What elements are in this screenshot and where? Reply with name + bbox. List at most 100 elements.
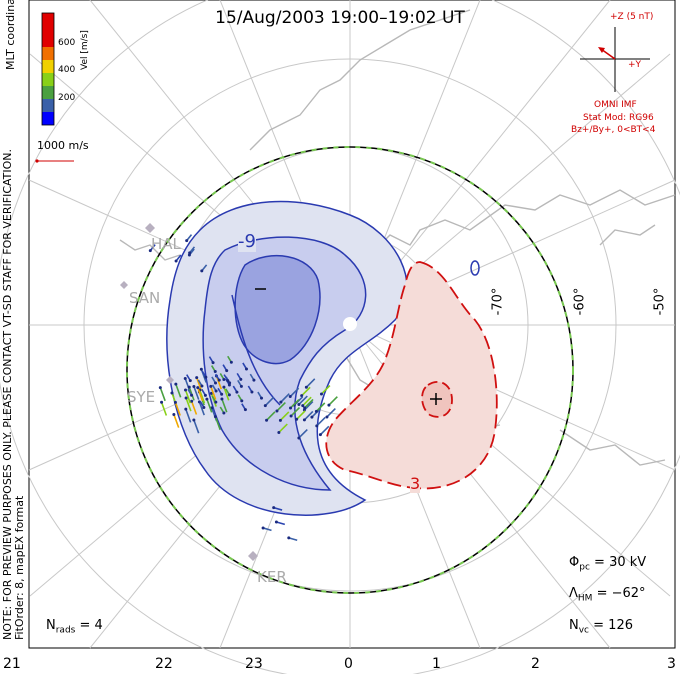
velocity-vector-origin-74 — [310, 415, 314, 419]
velocity-vector-65 — [289, 387, 300, 398]
velocity-vector-62 — [264, 396, 275, 407]
mlt-label-2: 2 — [531, 656, 540, 672]
velocity-vector-25 — [184, 389, 192, 404]
velocity-vector-origin-1 — [184, 396, 188, 400]
velocity-vector-origin-91 — [261, 526, 265, 530]
velocity-vector-origin-25 — [184, 388, 188, 392]
imf-stat-mod: Stat Mod: RG96 — [583, 113, 654, 123]
velocity-vector-origin-76 — [319, 392, 323, 396]
velocity-vector-origin-36 — [250, 390, 254, 394]
mlt-label-3: 3 — [667, 656, 676, 672]
velocity-vector-10 — [196, 387, 204, 402]
velocity-vector-13 — [223, 386, 230, 401]
station-ker: KER — [257, 568, 287, 586]
hm-boundary-dash — [126, 146, 574, 594]
velocity-vector-68 — [302, 396, 312, 407]
imf-source: OMNI IMF — [594, 100, 637, 110]
velocity-vector-12 — [175, 383, 182, 398]
lat-label-50: -50° — [652, 287, 668, 316]
negative-contour-label: -9 — [238, 231, 256, 252]
velocity-vector-1 — [185, 397, 192, 412]
velocity-vector-80 — [279, 411, 290, 421]
velocity-vector-origin-35 — [213, 370, 217, 374]
velocity-vector-5 — [198, 389, 206, 404]
velocity-vector-origin-6 — [190, 399, 194, 403]
velocity-vector-69 — [303, 410, 314, 421]
velocity-vector-origin-85 — [174, 259, 178, 263]
velocity-vector-70 — [280, 393, 290, 403]
velocity-vector-origin-80 — [278, 418, 282, 422]
velocity-vector-origin-9 — [160, 400, 164, 404]
velocity-vector-origin-60 — [300, 394, 304, 398]
velocity-vector-origin-79 — [314, 409, 318, 413]
velocity-vector-origin-13 — [222, 385, 226, 389]
radar-stations — [120, 223, 258, 561]
mlt-label-23: 23 — [245, 656, 263, 672]
velocity-vector-origin-72 — [277, 430, 281, 434]
velocity-vector-origin-4 — [158, 386, 162, 390]
velocity-vector-origin-82 — [318, 433, 322, 437]
lat-label-60: -60° — [572, 287, 588, 316]
stat-lambda-hm: ΛHM = −62° — [569, 586, 646, 604]
velocity-vector-71 — [328, 396, 338, 406]
velocity-vector-74 — [311, 408, 321, 418]
velocity-vector-origin-73 — [297, 402, 301, 406]
velocity-vector-origin-64 — [295, 417, 299, 421]
velocity-vector-origin-22 — [173, 400, 177, 404]
velocity-vector-14 — [173, 414, 180, 428]
velocity-vector-origin-26 — [209, 384, 213, 388]
negative-potential-cell — [166, 200, 480, 516]
velocity-vector-origin-10 — [196, 386, 200, 390]
velocity-vector-origin-93 — [287, 536, 291, 540]
velocity-vector-82 — [319, 425, 330, 436]
positive-potential-cell — [325, 261, 498, 490]
velocity-vector-origin-7 — [183, 377, 187, 381]
velocity-vector-origin-84 — [187, 253, 191, 257]
velocity-vector-60 — [301, 386, 311, 397]
velocity-vector-origin-53 — [214, 381, 218, 385]
imf-y-label: +Y — [628, 60, 642, 70]
velocity-vector-origin-15 — [192, 384, 196, 388]
vector-scale — [35, 159, 74, 163]
side-note: NOTE: FOR PREVIEW PURPOSES ONLY. PLEASE … — [1, 40, 26, 640]
velocity-vector-origin-55 — [214, 400, 218, 404]
velocity-vector-origin-54 — [239, 377, 243, 381]
velocity-vector-origin-49 — [239, 384, 243, 388]
velocity-vector-origin-19 — [192, 418, 196, 422]
velocity-vector-origin-63 — [303, 406, 307, 410]
velocity-vector-origin-58 — [302, 408, 306, 412]
velocity-vector-61 — [316, 416, 326, 427]
velocity-vector-origin-33 — [228, 381, 232, 385]
imf-clock — [580, 27, 650, 92]
velocity-vector-4 — [159, 387, 166, 402]
velocity-vector-9 — [160, 401, 168, 416]
velocity-vector-67 — [265, 411, 276, 421]
velocity-vector-origin-51 — [229, 360, 233, 364]
velocity-vector-origin-31 — [240, 399, 244, 403]
imf-z-label: +Z (5 nT) — [610, 12, 654, 22]
colorbar-tick-600: 600 — [58, 38, 76, 48]
velocity-vector-origin-48 — [217, 378, 221, 382]
velocity-vector-origin-52 — [243, 408, 247, 412]
velocity-vector-16 — [206, 398, 213, 413]
velocity-vector-origin-45 — [200, 384, 204, 388]
velocity-vector-origin-38 — [226, 379, 230, 383]
velocity-vector-origin-57 — [260, 396, 264, 400]
mlt-label-21: 21 — [3, 656, 21, 672]
stat-phi-pc: Φpc = 30 kV — [569, 555, 647, 573]
velocity-vector-origin-88 — [148, 249, 152, 253]
velocity-vector-origin-92 — [272, 506, 276, 510]
velocity-vector-origin-59 — [289, 414, 293, 418]
velocity-vector-11 — [198, 401, 205, 416]
station-sye: SYE — [127, 388, 156, 406]
velocity-vector-8 — [221, 398, 228, 413]
velocity-vector-origin-75 — [275, 409, 279, 413]
velocity-vector-origin-39 — [227, 393, 231, 397]
fit-order: FitOrder: 8, mapEX format — [13, 495, 26, 640]
velocity-vector-origin-87 — [200, 269, 204, 273]
velocity-vector-origin-40 — [204, 375, 208, 379]
velocity-vector-75 — [276, 401, 286, 412]
velocity-vector-26 — [210, 386, 217, 400]
velocity-vector-origin-50 — [203, 393, 207, 397]
